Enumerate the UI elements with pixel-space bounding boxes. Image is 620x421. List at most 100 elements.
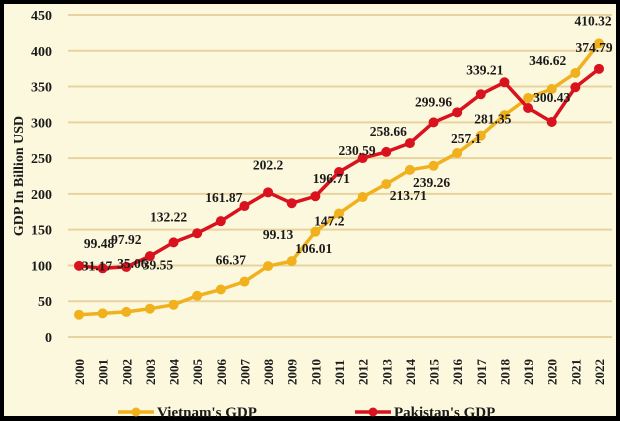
data-point bbox=[121, 306, 132, 317]
data-point bbox=[239, 201, 250, 212]
y-tick-label: 350 bbox=[31, 81, 52, 96]
x-tick-label: 2015 bbox=[427, 359, 442, 386]
x-tick-label: 2011 bbox=[332, 360, 347, 385]
data-label: 299.96 bbox=[415, 94, 452, 109]
x-tick-label: 2004 bbox=[167, 359, 182, 386]
x-tick-label: 2013 bbox=[379, 359, 394, 386]
data-point bbox=[334, 208, 344, 219]
data-point bbox=[310, 191, 321, 202]
data-label: 106.01 bbox=[295, 241, 332, 256]
data-point bbox=[144, 251, 155, 262]
data-label: 196.71 bbox=[313, 171, 350, 186]
data-point bbox=[499, 110, 510, 121]
data-label: 35.06 bbox=[117, 256, 148, 271]
data-label: 213.71 bbox=[390, 188, 427, 203]
data-label: 300.43 bbox=[533, 90, 570, 105]
data-point bbox=[404, 164, 415, 175]
x-tick-label: 2018 bbox=[497, 359, 512, 386]
y-axis-label: GDP In Billion USD bbox=[12, 116, 27, 236]
x-tick-label: 2000 bbox=[72, 359, 87, 385]
data-point bbox=[286, 198, 297, 209]
legend-label: Pakistan's GDP bbox=[394, 405, 495, 421]
data-label: 410.32 bbox=[574, 13, 611, 28]
data-label: 339.21 bbox=[466, 62, 503, 77]
x-tick-label: 2008 bbox=[261, 359, 276, 386]
data-point bbox=[144, 303, 155, 314]
data-label: 346.62 bbox=[529, 53, 566, 68]
data-point bbox=[168, 237, 179, 248]
data-point bbox=[452, 107, 463, 118]
data-point bbox=[570, 82, 581, 93]
data-point bbox=[475, 89, 486, 100]
data-point bbox=[310, 226, 321, 237]
data-point bbox=[215, 284, 226, 295]
data-label: 132.22 bbox=[150, 209, 187, 224]
data-label: 230.59 bbox=[338, 143, 375, 158]
data-point bbox=[121, 261, 132, 272]
x-tick-label: 2005 bbox=[190, 359, 205, 386]
y-tick-label: 50 bbox=[38, 295, 52, 310]
x-tick-label: 2017 bbox=[474, 359, 489, 386]
data-point bbox=[570, 67, 581, 78]
data-label: 281.35 bbox=[474, 112, 511, 127]
legend-label: Vietnam's GDP bbox=[157, 405, 257, 421]
x-tick-label: 2003 bbox=[143, 359, 158, 386]
data-label: 66.37 bbox=[216, 253, 247, 268]
data-point bbox=[381, 146, 392, 157]
data-label: 99.13 bbox=[263, 227, 294, 242]
data-point bbox=[97, 263, 108, 274]
data-point bbox=[357, 153, 368, 164]
data-point bbox=[452, 148, 463, 159]
legend-marker bbox=[368, 407, 378, 417]
data-point bbox=[594, 38, 604, 49]
x-tick-label: 2001 bbox=[96, 359, 111, 385]
data-label: 99.48 bbox=[84, 236, 115, 251]
x-tick-label: 2014 bbox=[403, 359, 418, 386]
data-point bbox=[594, 63, 604, 74]
data-point bbox=[192, 228, 203, 239]
data-label: 39.55 bbox=[143, 258, 174, 273]
data-point bbox=[263, 261, 274, 272]
x-tick-label: 2002 bbox=[119, 359, 134, 385]
x-tick-label: 2010 bbox=[308, 359, 323, 385]
data-point bbox=[357, 192, 368, 203]
data-point bbox=[499, 77, 510, 88]
data-label: 239.26 bbox=[413, 175, 450, 190]
data-label: 97.92 bbox=[111, 232, 142, 247]
x-tick-label: 2020 bbox=[545, 359, 560, 385]
y-tick-label: 250 bbox=[31, 152, 52, 167]
x-tick-label: 2021 bbox=[568, 359, 583, 385]
y-tick-label: 450 bbox=[31, 9, 52, 24]
x-tick-label: 2006 bbox=[214, 359, 229, 386]
x-tick-label: 2007 bbox=[237, 359, 252, 386]
data-label: 161.87 bbox=[205, 190, 242, 205]
data-point bbox=[263, 187, 274, 198]
data-point bbox=[286, 256, 297, 267]
y-tick-label: 0 bbox=[45, 331, 52, 346]
plot-background bbox=[4, 4, 616, 416]
data-label: 202.2 bbox=[253, 157, 284, 172]
data-point bbox=[168, 299, 179, 310]
data-label: 147.2 bbox=[314, 214, 345, 229]
data-label: 257.1 bbox=[451, 131, 482, 146]
y-tick-label: 300 bbox=[31, 116, 52, 131]
data-point bbox=[546, 117, 557, 128]
x-tick-label: 2022 bbox=[592, 359, 607, 385]
legend-marker bbox=[131, 407, 141, 417]
data-point bbox=[428, 117, 439, 128]
y-tick-label: 100 bbox=[31, 259, 52, 274]
data-point bbox=[523, 103, 534, 114]
data-point bbox=[239, 276, 250, 287]
data-label: 374.79 bbox=[575, 40, 612, 55]
y-tick-label: 400 bbox=[31, 45, 52, 60]
x-tick-label: 2016 bbox=[450, 359, 465, 386]
data-label: 258.66 bbox=[370, 124, 407, 139]
data-point bbox=[523, 93, 534, 104]
data-point bbox=[215, 216, 226, 227]
y-tick-label: 200 bbox=[31, 188, 52, 203]
data-point bbox=[74, 260, 84, 271]
data-point bbox=[546, 83, 557, 94]
data-label: 31.17 bbox=[82, 259, 113, 274]
